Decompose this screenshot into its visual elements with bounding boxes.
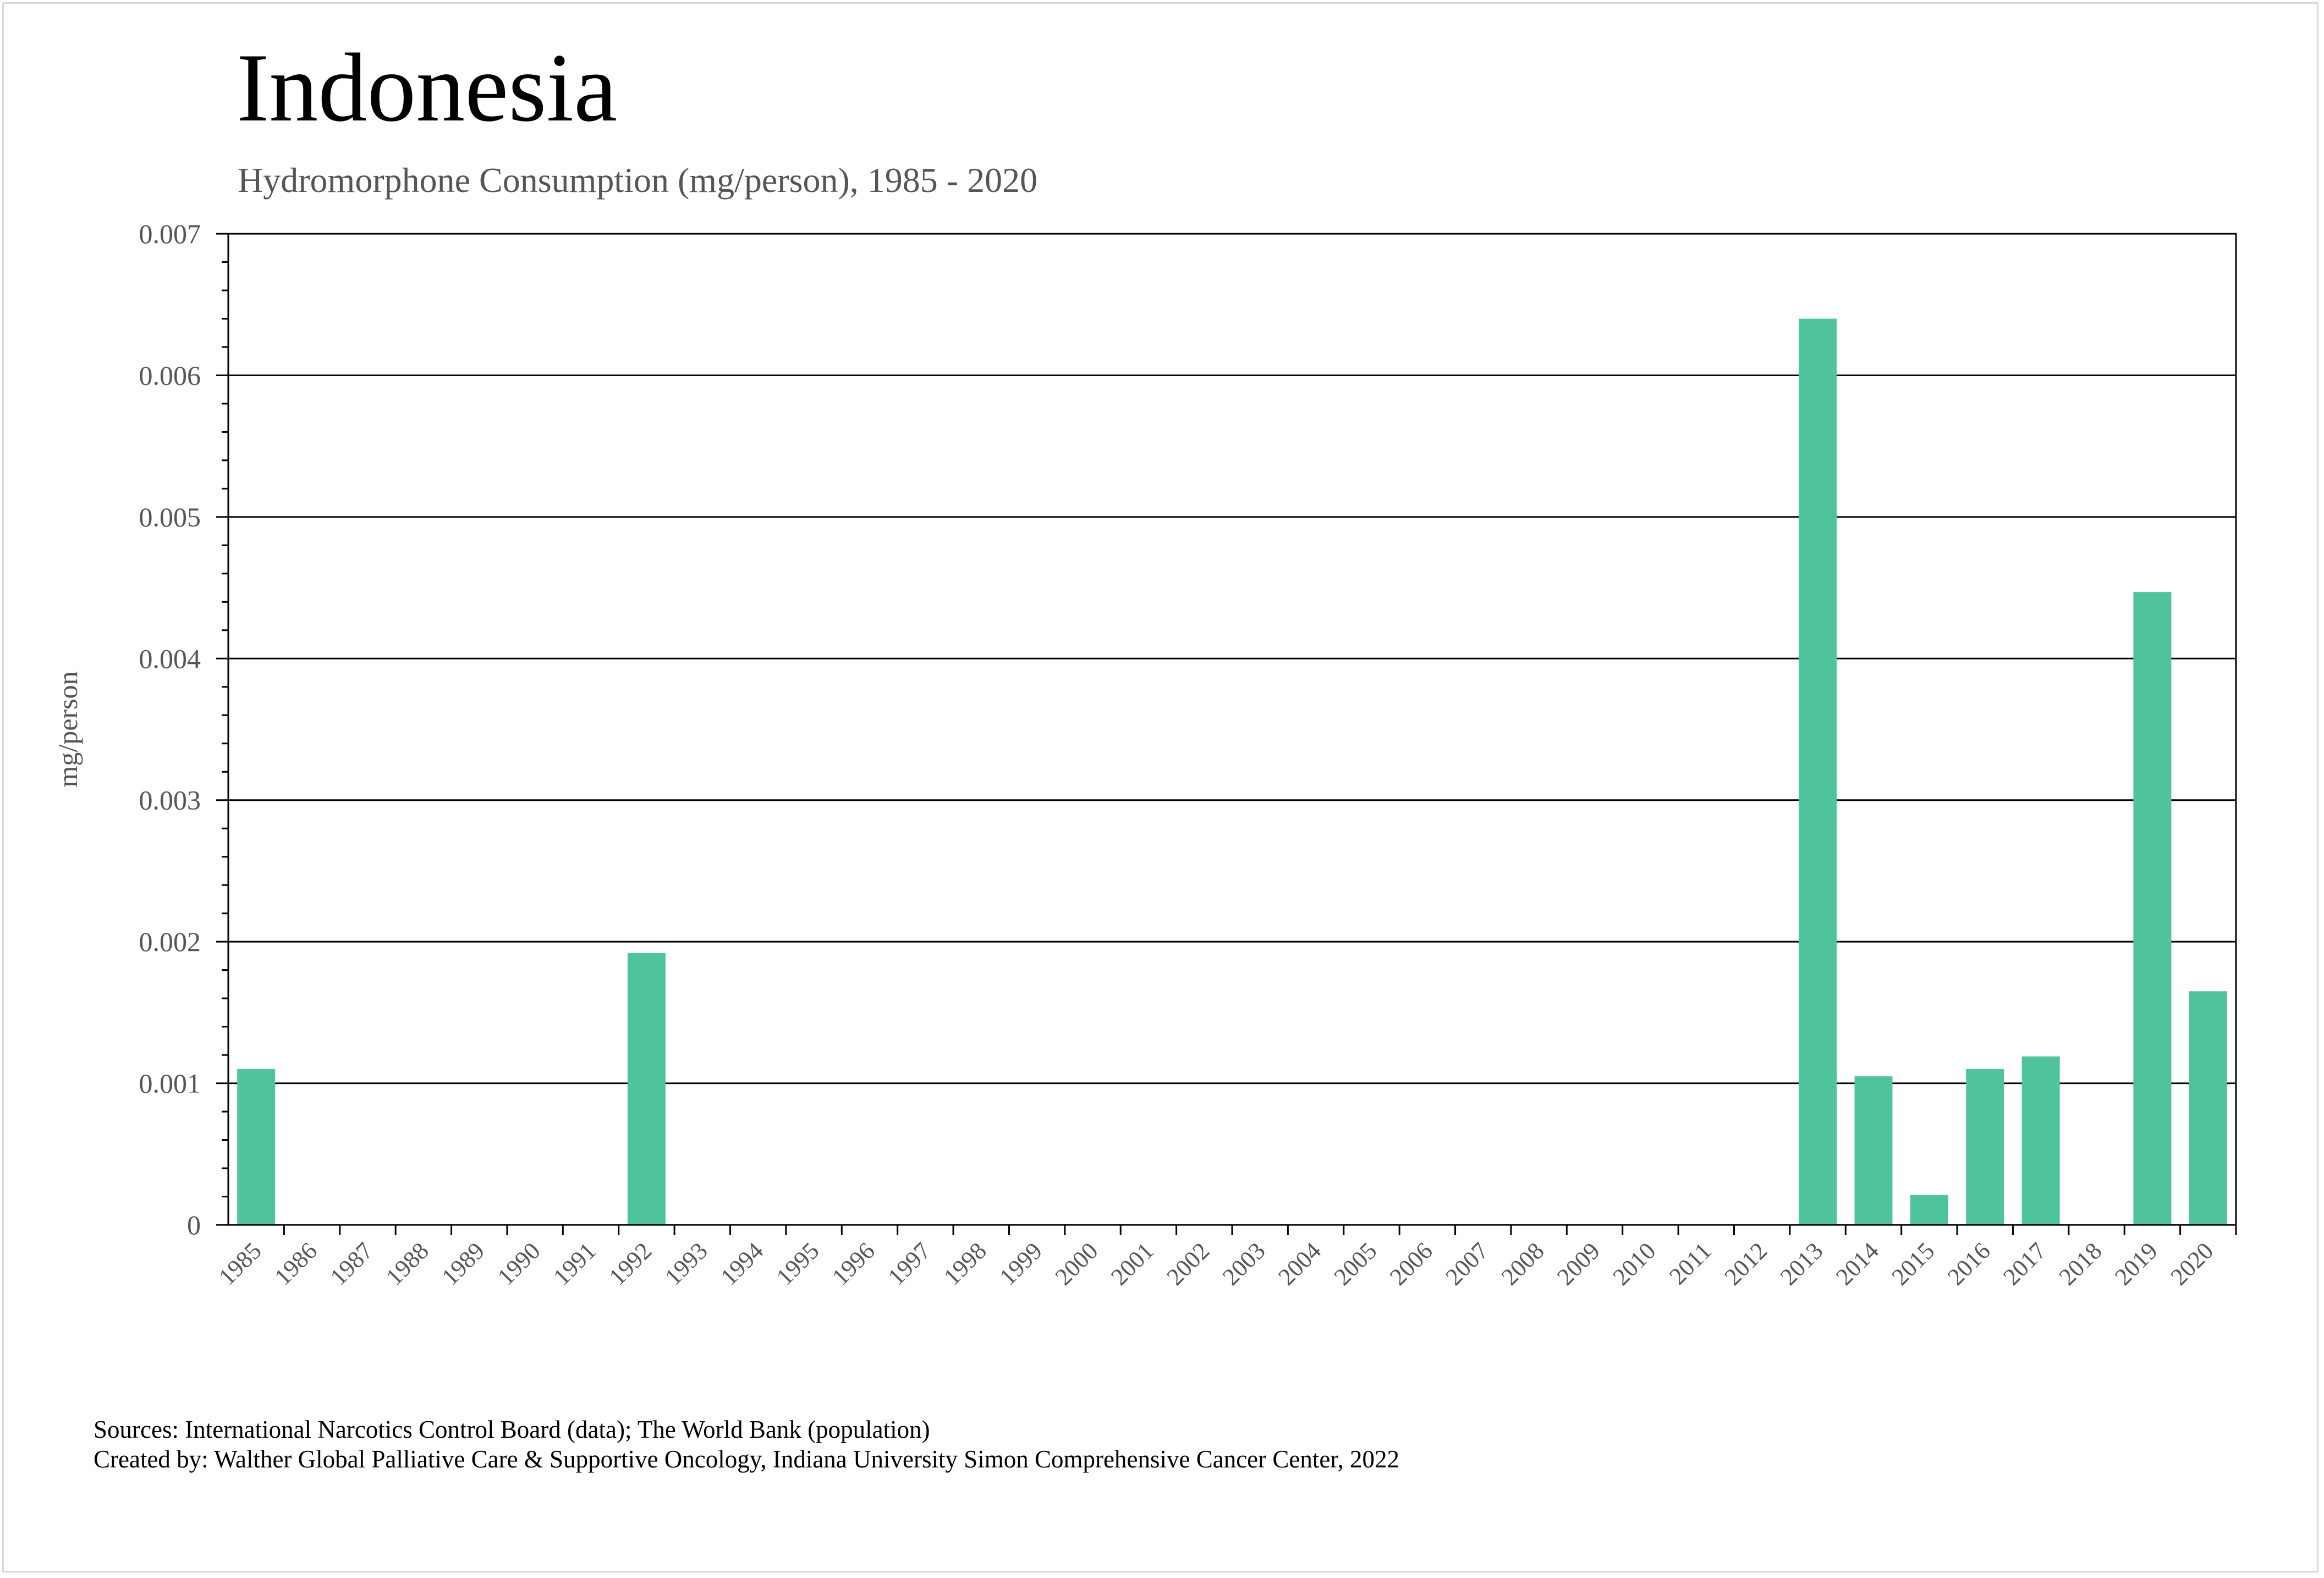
y-tick-label: 0.002	[139, 926, 201, 957]
bar-2020	[2189, 991, 2227, 1225]
x-tick-label: 2019	[2109, 1237, 2163, 1290]
chart-subtitle: Hydromorphone Consumption (mg/person), 1…	[238, 161, 1038, 200]
chart-footer: Sources: International Narcotics Control…	[94, 1415, 1399, 1474]
x-tick-label: 1989	[436, 1237, 490, 1290]
x-tick-label: 2005	[1329, 1237, 1382, 1290]
x-tick-label: 1985	[213, 1237, 267, 1290]
x-tick-label: 2003	[1217, 1237, 1271, 1290]
y-tick-label: 0.005	[139, 502, 201, 532]
x-tick-label: 1999	[994, 1237, 1047, 1290]
x-tick-label: 1988	[381, 1237, 434, 1290]
x-tick-label: 1987	[325, 1237, 378, 1290]
y-tick-label: 0.001	[139, 1068, 201, 1099]
bar-2016	[1966, 1069, 2004, 1225]
x-tick-label: 1991	[548, 1237, 601, 1290]
bars	[237, 318, 2227, 1225]
y-tick-label: 0.004	[139, 643, 201, 674]
gridlines	[228, 233, 2236, 1085]
x-tick-label: 1997	[883, 1237, 936, 1290]
x-tick-label: 2017	[1998, 1237, 2051, 1290]
x-tick-label: 2010	[1608, 1237, 1661, 1290]
plot-border	[227, 233, 2237, 1226]
axis-labels: 0 0.001 0.002 0.003 0.004 0.005 0.006 0.007 1985…	[52, 218, 2218, 1290]
x-tick-label: 1996	[827, 1237, 880, 1290]
bar-1985	[237, 1069, 276, 1225]
y-tick-label: 0	[187, 1209, 201, 1240]
chart-title: Indonesia	[237, 33, 618, 142]
x-tick-label: 1990	[492, 1237, 546, 1290]
x-tick-label: 1998	[938, 1237, 992, 1290]
x-tick-label: 2012	[1719, 1237, 1772, 1290]
bar-2017	[2021, 1056, 2060, 1225]
created-by-note: Created by: Walther Global Palliative Ca…	[94, 1445, 1400, 1473]
x-tick-label: 2008	[1496, 1237, 1550, 1290]
bar-2015	[1910, 1195, 1948, 1225]
x-tick-label: 2009	[1552, 1237, 1605, 1290]
x-tick-label: 2007	[1440, 1237, 1493, 1290]
x-tick-label: 2001	[1106, 1237, 1159, 1290]
y-tick-label: 0.003	[139, 785, 201, 816]
y-tick-label: 0.007	[139, 218, 201, 249]
x-tick-label: 2013	[1775, 1237, 1828, 1290]
x-tick-label: 2002	[1162, 1237, 1215, 1290]
y-axis-title: mg/person	[52, 671, 83, 787]
x-tick-label: 2015	[1887, 1237, 1940, 1290]
bar-1992	[627, 953, 666, 1225]
x-tick-label: 1992	[604, 1237, 657, 1290]
x-tick-label: 2018	[2054, 1237, 2107, 1290]
x-tick-label: 2004	[1273, 1237, 1326, 1290]
bar-2019	[2133, 592, 2172, 1225]
x-tick-label: 1986	[269, 1237, 322, 1290]
bar-2014	[1854, 1076, 1893, 1225]
x-tick-label: 2011	[1664, 1237, 1717, 1290]
sources-note: Sources: International Narcotics Control…	[94, 1416, 930, 1443]
y-tick-label: 0.006	[139, 360, 201, 391]
axes	[216, 233, 2237, 1235]
x-tick-label: 1995	[771, 1237, 825, 1290]
x-tick-label: 2014	[1831, 1237, 1884, 1290]
x-tick-label: 2016	[1942, 1237, 1996, 1290]
x-tick-label: 1994	[715, 1237, 768, 1290]
x-tick-label: 2006	[1384, 1237, 1438, 1290]
x-tick-label: 2000	[1050, 1237, 1103, 1290]
bar-2013	[1799, 318, 1837, 1225]
x-tick-label: 1993	[660, 1237, 713, 1290]
x-tick-label: 2020	[2166, 1237, 2219, 1290]
